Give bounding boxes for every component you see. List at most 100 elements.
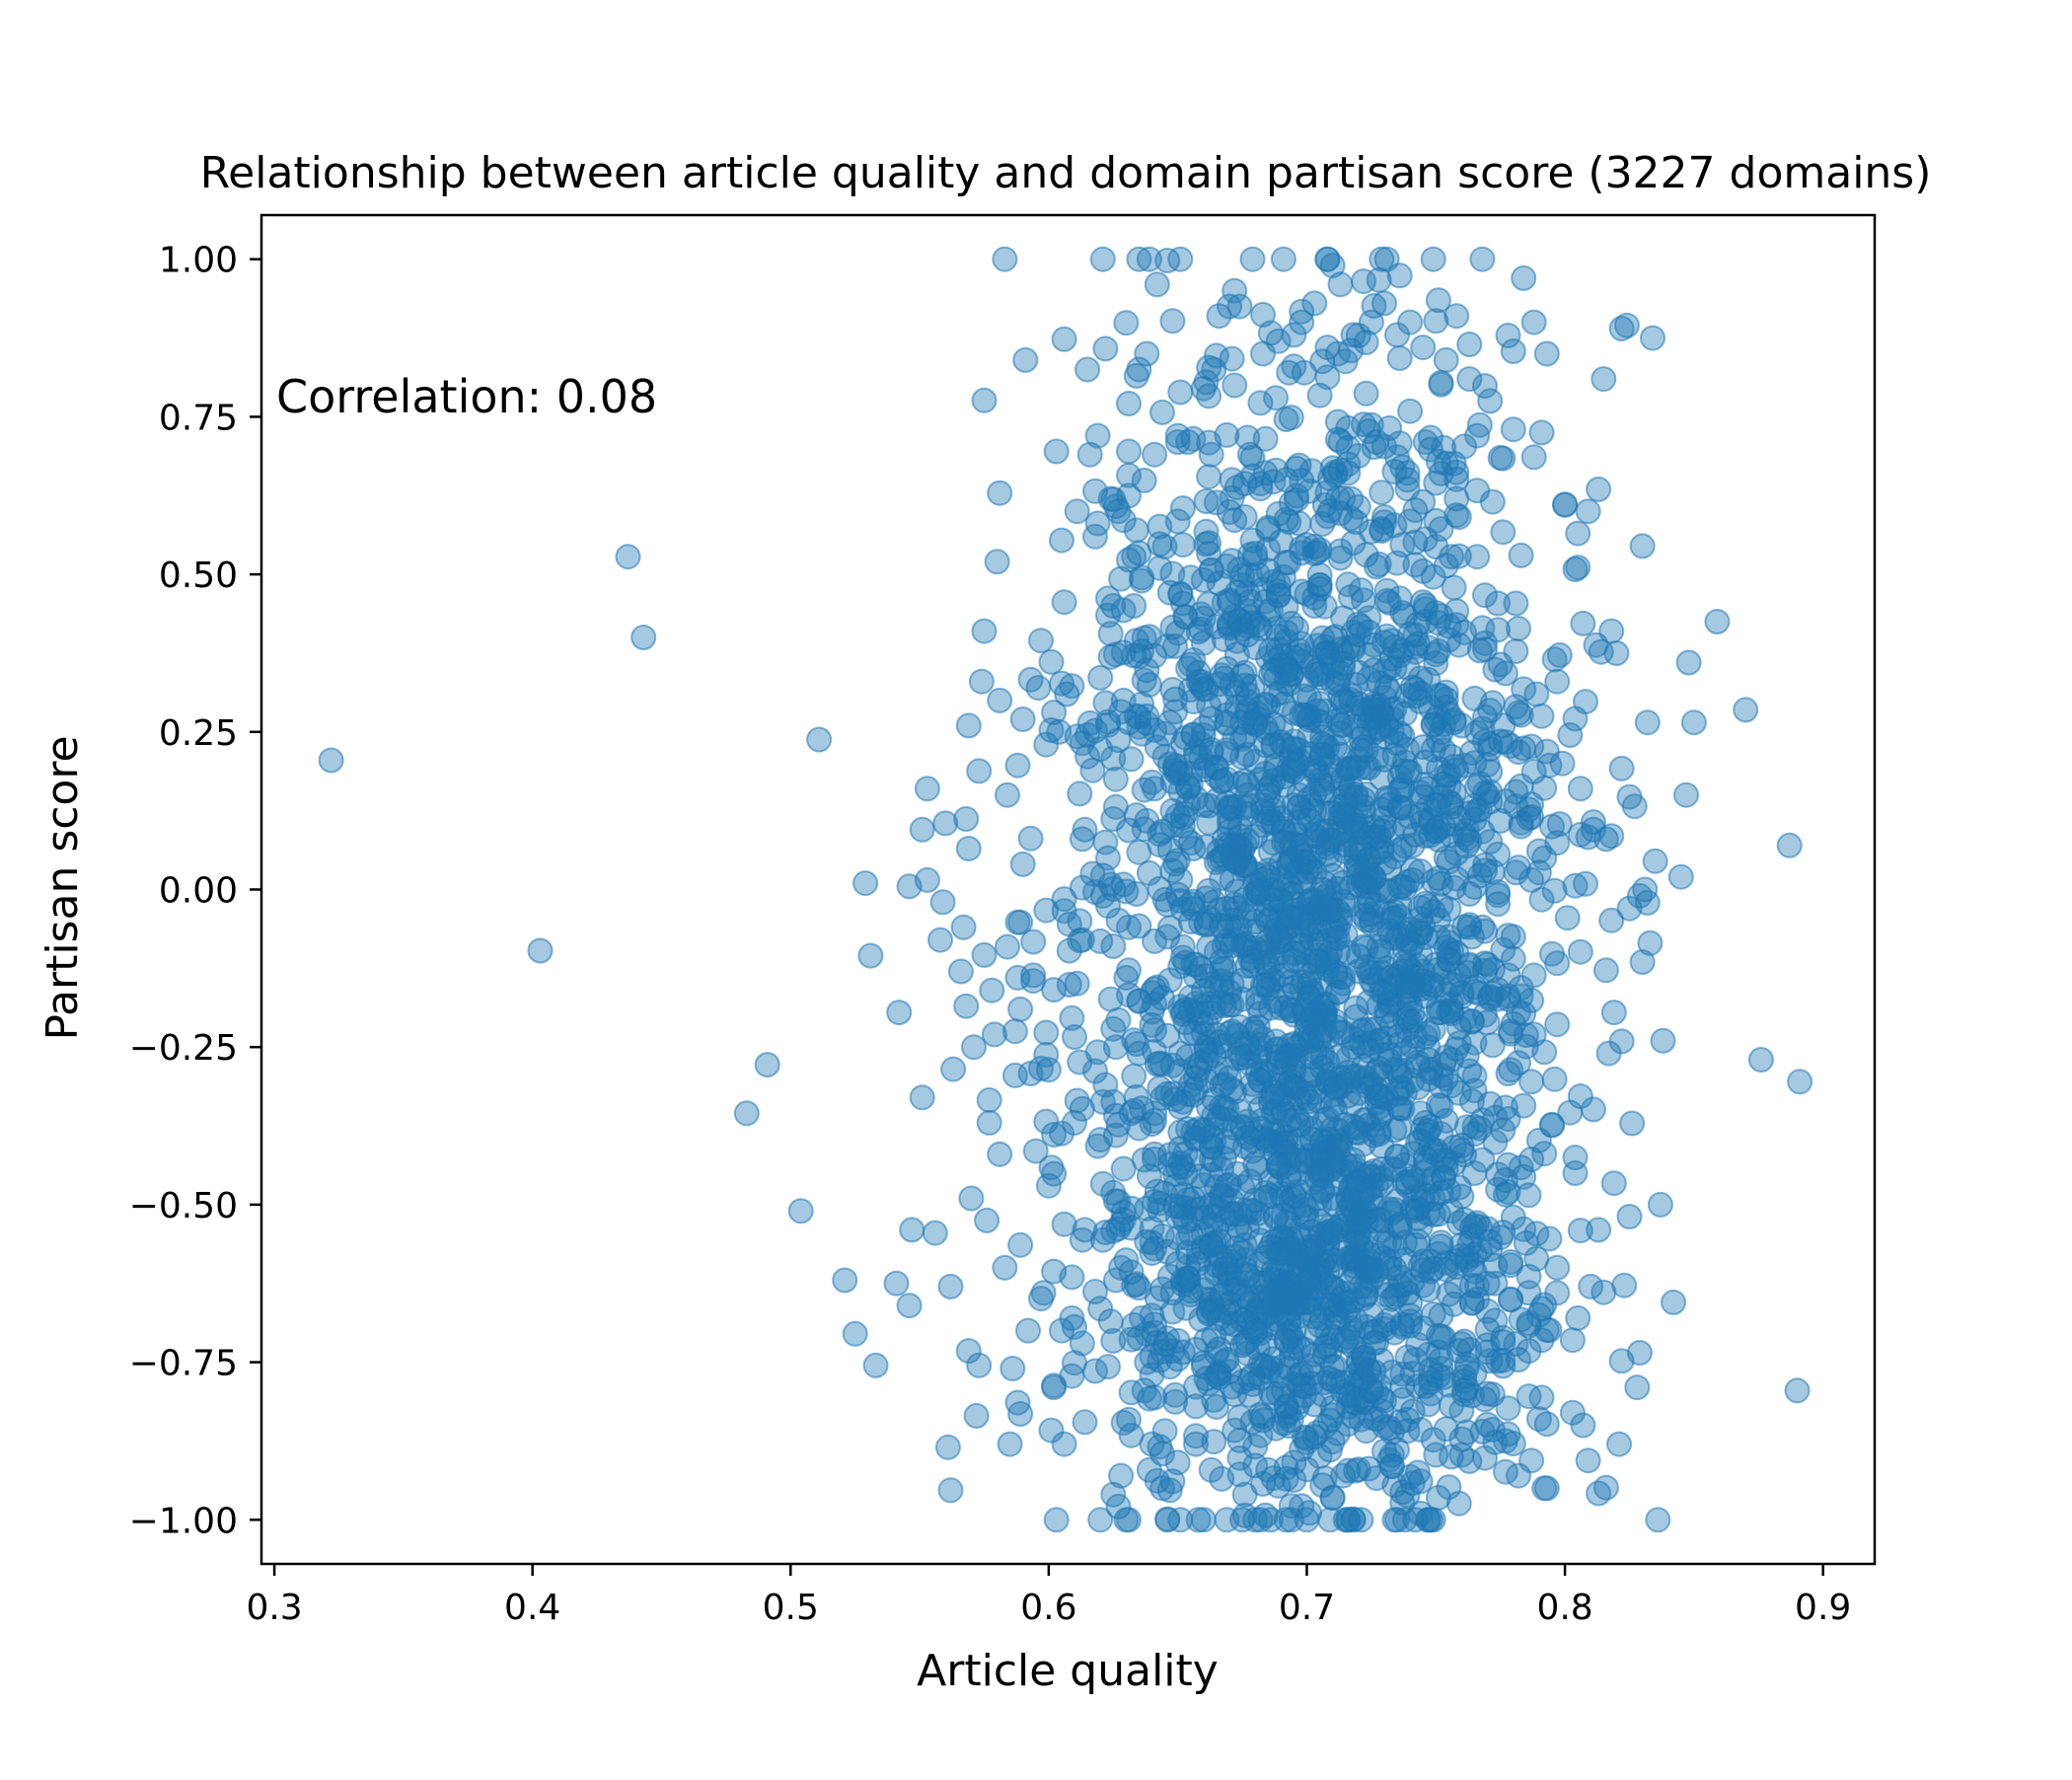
scatter-point <box>1198 1456 1224 1483</box>
scatter-point <box>1306 948 1333 975</box>
scatter-point <box>1084 422 1111 449</box>
scatter-point <box>1503 694 1529 720</box>
scatter-point <box>1250 1025 1276 1052</box>
x-axis-label: Article quality <box>917 1646 1219 1696</box>
scatter-point <box>1049 1317 1074 1344</box>
scatter-point <box>1289 467 1315 493</box>
scatter-point <box>1144 271 1170 298</box>
scatter-point <box>1255 972 1282 999</box>
scatter-point <box>1412 1372 1439 1399</box>
scatter-point <box>1033 731 1060 758</box>
scatter-point <box>1661 1289 1686 1315</box>
scatter-point <box>1498 1252 1524 1279</box>
scatter-point <box>1209 662 1235 689</box>
scatter-point <box>1028 628 1054 654</box>
scatter-point <box>1221 277 1248 304</box>
scatter-point <box>1289 1493 1315 1520</box>
scatter-point <box>896 1293 923 1319</box>
scatter-point <box>1084 1133 1111 1159</box>
scatter-point <box>1012 346 1039 373</box>
scatter-point <box>1095 585 1121 612</box>
scatter-point <box>1221 372 1248 399</box>
scatter-point <box>1169 532 1196 558</box>
scatter-point <box>1378 1442 1405 1468</box>
scatter-point <box>1445 1490 1472 1517</box>
scatter-point <box>1270 691 1296 717</box>
scatter-point <box>1600 1000 1627 1026</box>
scatter-point <box>1217 795 1242 822</box>
scatter-point <box>1472 1445 1498 1471</box>
scatter-point <box>1358 1030 1384 1057</box>
scatter-point <box>1611 1272 1638 1298</box>
scatter-point <box>999 1356 1026 1381</box>
scatter-point <box>1087 1507 1114 1533</box>
scatter-point <box>1033 1041 1060 1068</box>
scatter-point <box>1394 467 1421 493</box>
scatter-point <box>1598 823 1625 850</box>
scatter-point <box>1056 972 1082 998</box>
scatter-point <box>1448 1442 1475 1468</box>
scatter-point <box>1092 335 1119 362</box>
scatter-point <box>1229 1283 1256 1309</box>
scatter-point <box>832 1267 858 1294</box>
x-tick-label: 0.9 <box>1795 1588 1851 1628</box>
scatter-point <box>1306 382 1333 408</box>
scatter-point <box>1402 1007 1429 1034</box>
scatter-point <box>1327 538 1354 564</box>
scatter-point <box>1567 1083 1593 1109</box>
scatter-point <box>1273 550 1299 575</box>
scatter-point <box>1397 916 1424 942</box>
scatter-point <box>1041 1372 1068 1399</box>
scatter-point <box>1142 776 1168 802</box>
scatter-point <box>1531 775 1558 801</box>
scatter-point <box>1324 1278 1351 1304</box>
scatter-point <box>1043 438 1070 465</box>
scatter-point <box>927 927 953 953</box>
scatter-point <box>1386 345 1413 371</box>
scatter-point <box>1503 1331 1529 1358</box>
scatter-point <box>1203 1340 1229 1366</box>
scatter-point <box>974 1207 1000 1233</box>
scatter-point <box>1284 616 1309 641</box>
scatter-point <box>1485 891 1512 918</box>
scatter-point <box>1190 715 1217 741</box>
scatter-point <box>1634 889 1661 916</box>
scatter-point <box>1335 1507 1362 1533</box>
scatter-point <box>1276 657 1302 684</box>
scatter-point <box>1472 950 1498 977</box>
scatter-point <box>1041 1258 1068 1285</box>
scatter-point <box>527 937 554 964</box>
scatter-point <box>1306 561 1333 588</box>
scatter-point <box>1188 1306 1215 1333</box>
scatter-point <box>1704 609 1731 634</box>
scatter-point <box>1159 308 1186 334</box>
scatter-point <box>1642 848 1668 874</box>
scatter-point <box>1511 264 1537 291</box>
scatter-point <box>1386 262 1413 289</box>
scatter-point <box>1371 1413 1397 1440</box>
scatter-point <box>1500 924 1526 950</box>
scatter-point <box>1544 830 1571 856</box>
scatter-point <box>1289 309 1315 335</box>
scatter-point <box>963 1402 990 1429</box>
scatter-point <box>1084 510 1111 537</box>
scatter-point <box>1573 870 1598 897</box>
scatter-point <box>1142 642 1168 669</box>
scatter-point <box>1159 677 1186 703</box>
scatter-point <box>1180 888 1207 915</box>
scatter-point <box>1523 681 1550 707</box>
scatter-point <box>1386 585 1413 612</box>
scatter-point <box>1064 1087 1090 1114</box>
scatter-point <box>1270 246 1296 272</box>
scatter-point <box>1043 1507 1070 1533</box>
scatter-point <box>1469 615 1496 641</box>
scatter-point <box>1629 949 1656 975</box>
scatter-point <box>1164 429 1191 455</box>
scatter-point <box>1242 934 1269 961</box>
scatter-point <box>1647 1191 1673 1218</box>
scatter-point <box>1330 775 1357 801</box>
scatter-point <box>1394 973 1421 1000</box>
scatter-point <box>787 1198 814 1224</box>
scatter-point <box>1126 246 1152 272</box>
scatter-point <box>1634 709 1661 736</box>
